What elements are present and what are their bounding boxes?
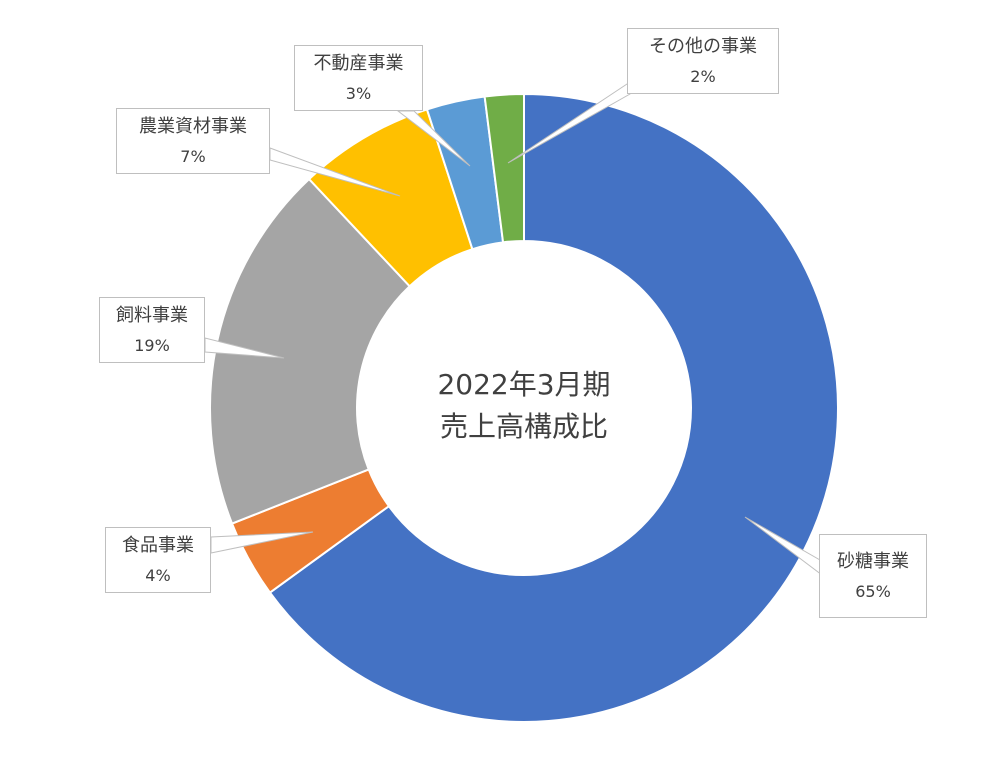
callout-value: 3% — [345, 84, 372, 103]
leader-food — [210, 531, 314, 554]
callout-value: 7% — [180, 147, 206, 166]
leader-agri — [269, 147, 401, 197]
center-title: 2022年3月期 売上高構成比 — [399, 364, 649, 448]
callout-label: 飼料事業 — [116, 305, 188, 326]
center-title-line2: 売上高構成比 — [439, 410, 608, 443]
callout-value: 65% — [855, 582, 891, 601]
callout-other: その他の事業 2% — [627, 28, 779, 94]
callout-value: 4% — [145, 566, 171, 585]
slice-feed — [209, 177, 412, 525]
callout-feed: 飼料事業 19% — [99, 297, 205, 363]
donut-slices — [209, 92, 839, 723]
callout-leaders — [204, 81, 823, 577]
callout-food: 食品事業 4% — [105, 527, 211, 593]
callout-label: 食品事業 — [122, 535, 194, 556]
callout-label: 砂糖事業 — [837, 551, 909, 572]
callout-sugar: 砂糖事業 65% — [819, 534, 927, 618]
callout-label: 不動産事業 — [313, 53, 404, 74]
callout-label: その他の事業 — [649, 36, 757, 57]
callout-agri: 農業資材事業 7% — [116, 108, 270, 174]
slice-sugar — [268, 92, 839, 723]
callout-label: 農業資材事業 — [139, 116, 247, 137]
callout-value: 19% — [134, 336, 170, 355]
center-title-line1: 2022年3月期 — [437, 368, 611, 401]
leader-feed — [204, 337, 285, 359]
slice-other — [483, 92, 525, 244]
leader-realestate — [396, 110, 471, 167]
callout-value: 2% — [690, 67, 716, 86]
callout-realestate: 不動産事業 3% — [294, 45, 423, 111]
